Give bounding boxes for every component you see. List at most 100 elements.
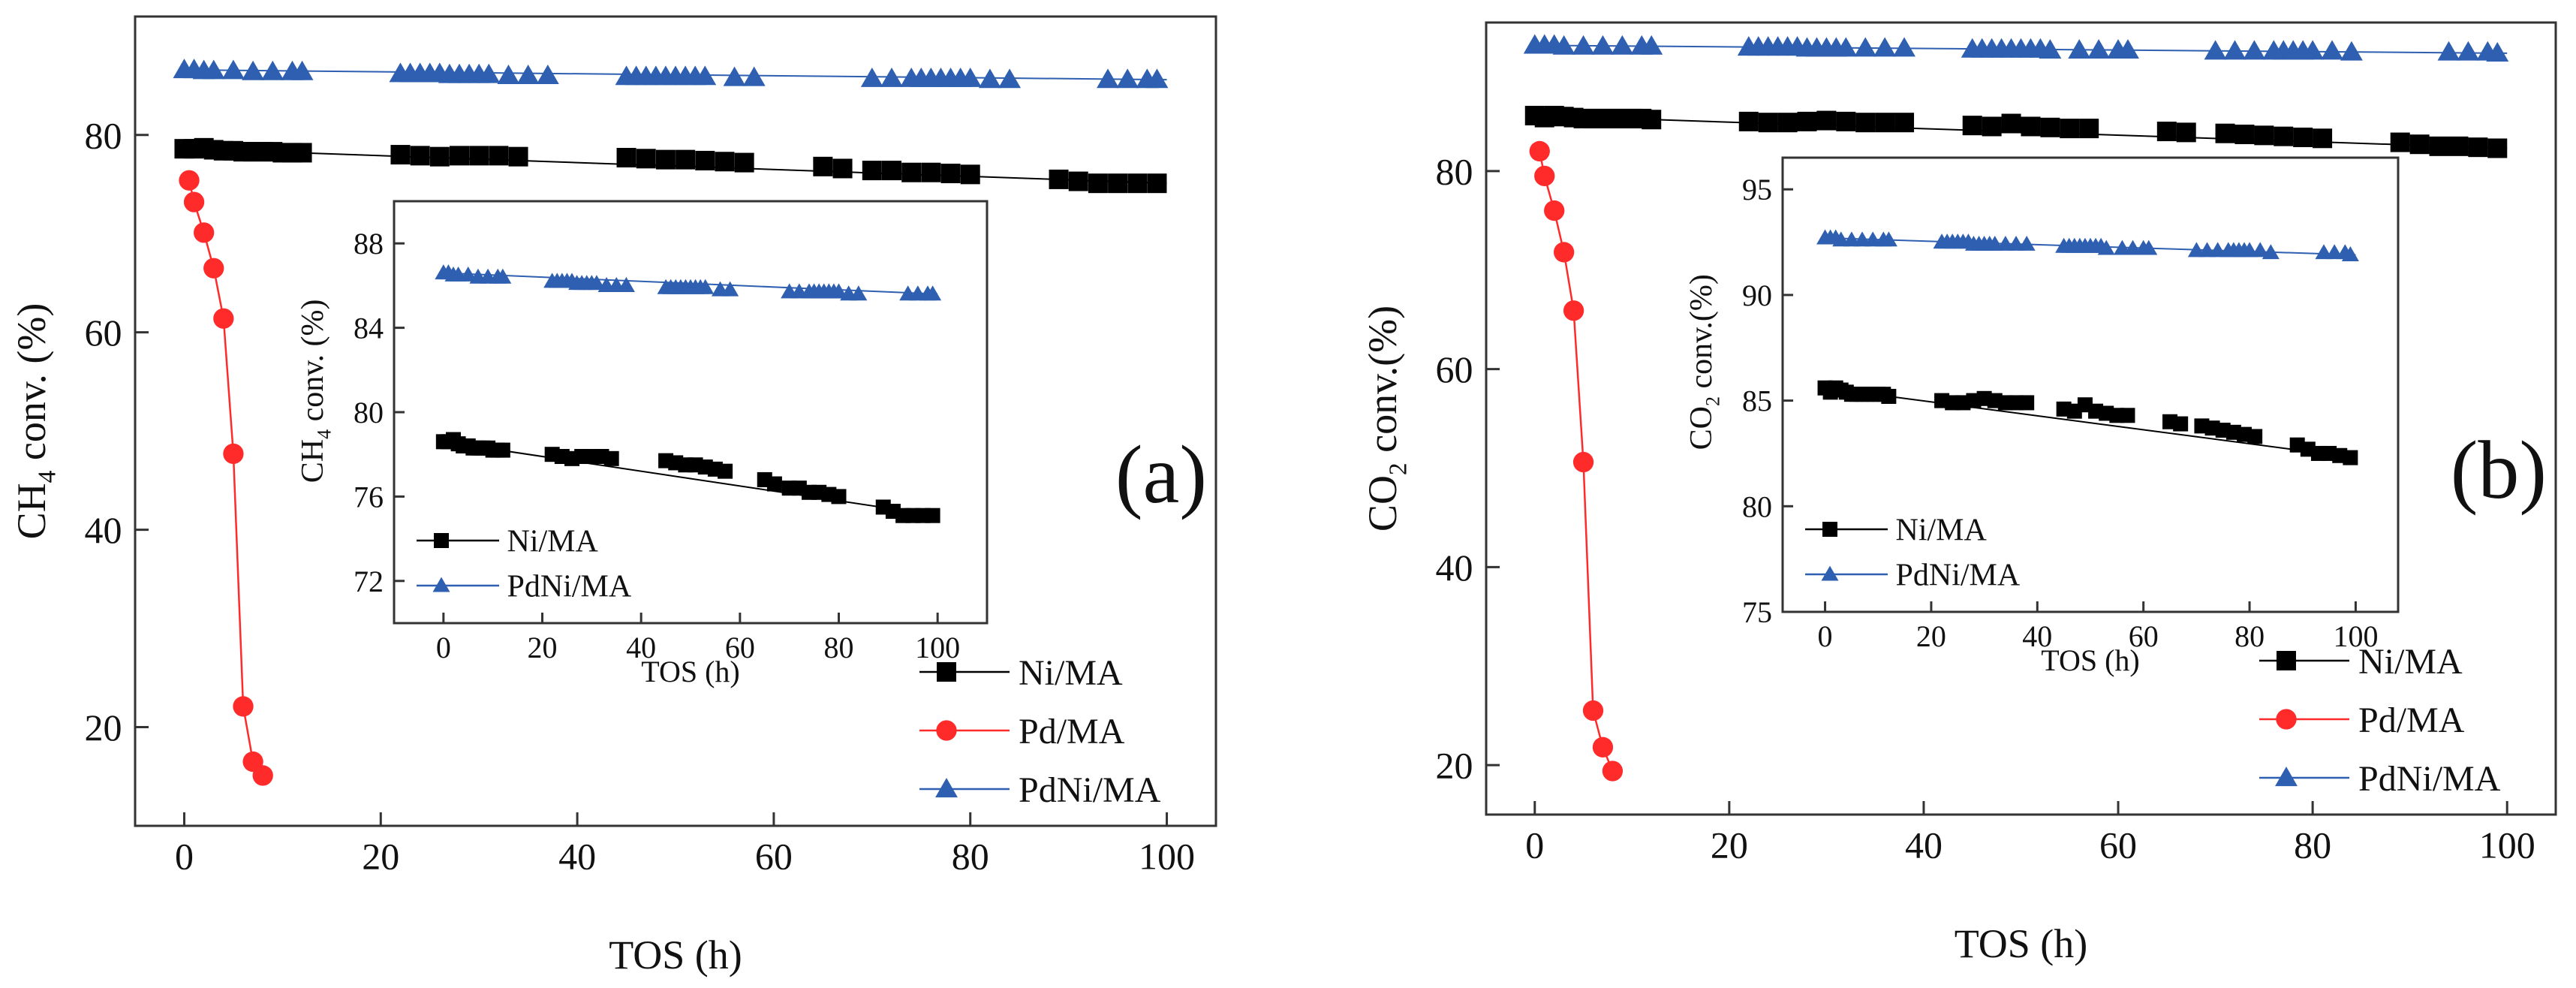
data-point-square (2487, 138, 2508, 158)
data-point-triangle (2223, 40, 2246, 60)
data-point-square (695, 150, 715, 170)
data-point-square (2293, 127, 2313, 147)
main-y-tick-label: 20 (85, 706, 122, 749)
data-point-triangle (2117, 39, 2139, 59)
data-point-triangle (242, 60, 265, 80)
data-point-triangle (221, 59, 245, 80)
data-point-circle (1544, 200, 1565, 221)
data-point-triangle (742, 66, 766, 86)
data-point-square (2001, 113, 2021, 134)
data-point-triangle (1591, 35, 1615, 55)
main-x-tick-label: 100 (2479, 824, 2535, 866)
inset-background (394, 201, 987, 623)
inset-x-axis-label: TOS (h) (2041, 643, 2139, 677)
data-point-square (832, 158, 853, 179)
data-point-square (495, 442, 510, 458)
data-point-square (676, 149, 696, 170)
inset-legend-label: Ni/MA (507, 525, 599, 559)
inset-y-tick-label: 72 (354, 565, 384, 598)
data-point-square (937, 662, 956, 682)
inset-legend-label: PdNi/MA (507, 570, 632, 604)
data-point-square (434, 533, 449, 548)
main-y-tick-label: 60 (1436, 348, 1473, 390)
inset-x-tick-label: 60 (725, 631, 755, 664)
data-point-circle (1572, 451, 1594, 473)
fit-line (443, 441, 938, 517)
data-point-triangle (978, 68, 1001, 89)
data-point-triangle (494, 268, 512, 284)
inset-x-tick-label: 40 (2022, 619, 2052, 653)
data-point-triangle (694, 65, 717, 86)
data-point-circle (179, 170, 200, 191)
data-point-square (1894, 113, 1915, 133)
data-point-triangle (850, 285, 868, 301)
inset-x-tick-label: 20 (1916, 619, 1946, 653)
data-point-triangle (958, 68, 982, 87)
inset-y-tick-label: 80 (354, 396, 384, 429)
main-y-tick-label: 80 (85, 114, 122, 156)
main-x-axis-label: TOS (h) (1955, 921, 2088, 966)
data-point-triangle (516, 65, 540, 84)
main-legend-label: Ni/MA (2358, 642, 2463, 682)
data-point-square (603, 450, 619, 466)
data-point-square (2247, 429, 2263, 444)
data-point-triangle (1572, 35, 1595, 55)
data-point-square (2277, 651, 2296, 670)
data-point-triangle (1821, 565, 1839, 581)
data-point-triangle (432, 577, 450, 592)
data-point-square (1855, 113, 1876, 133)
data-point-square (2390, 132, 2410, 152)
data-point-triangle (1552, 35, 1575, 55)
data-point-circle (1582, 700, 1604, 721)
data-point-square (1127, 173, 1148, 194)
main-plot-frame (1485, 21, 2557, 816)
data-point-square (2468, 137, 2488, 158)
main-y-tick-label: 20 (1436, 745, 1473, 787)
inset-background (1783, 158, 2398, 612)
data-point-square (718, 463, 733, 479)
inset-y-axis-label: CO2 conv.(%) (1684, 274, 1724, 450)
data-point-triangle (202, 59, 225, 80)
data-point-triangle (617, 277, 635, 292)
data-point-triangle (1145, 68, 1169, 89)
inset-series-ni-ma (435, 432, 940, 523)
data-point-square (1758, 113, 1778, 133)
inset-x-tick-label: 80 (824, 631, 854, 664)
data-point-triangle (2039, 39, 2062, 59)
data-point-triangle (261, 60, 284, 80)
data-point-square (508, 146, 528, 167)
inset-y-tick-label: 76 (354, 480, 384, 514)
inset-legend-label: Ni/MA (1896, 514, 1988, 548)
data-point-triangle (1893, 37, 1915, 57)
data-point-square (655, 149, 676, 170)
data-point-triangle (1854, 37, 1877, 57)
data-point-triangle (2251, 242, 2269, 258)
data-point-circle (233, 696, 254, 717)
inset-y-tick-label: 84 (354, 312, 384, 345)
main-legend-label: Pd/MA (2358, 700, 2465, 740)
data-point-triangle (1116, 68, 1139, 89)
main-x-tick-label: 0 (175, 836, 194, 878)
inset-x-tick-label: 40 (626, 631, 656, 664)
data-point-square (1088, 173, 1108, 194)
main-y-tick-label: 80 (1436, 150, 1473, 192)
main-x-tick-label: 80 (952, 836, 989, 878)
data-point-triangle (2341, 246, 2359, 261)
inset-x-tick-label: 100 (2333, 619, 2378, 653)
main-x-tick-label: 40 (558, 836, 596, 878)
main-y-tick-label: 40 (85, 509, 122, 551)
inset-chart: 0 20 40 60 80 100 75 80 85 90 95 TOS (h) CO2 conv.(%… (1684, 156, 2400, 677)
inset-y-axis-label: CH4 conv. (%) (296, 300, 336, 483)
series-line (188, 179, 264, 776)
inset-series-pdni-ma (435, 264, 942, 301)
inset-y-tick-label: 90 (1742, 279, 1772, 312)
data-point-square (2060, 119, 2080, 139)
data-point-circle (1592, 736, 1614, 758)
data-point-circle (1602, 761, 1624, 782)
chart-panel-b: 0 20 40 60 80 100 20 40 60 80 TOS (h) CO2 conv.(%) (… (1360, 21, 2557, 966)
data-point-circle (1529, 140, 1550, 162)
data-point-square (2313, 128, 2333, 149)
data-point-triangle (477, 63, 501, 83)
data-point-triangle (1879, 231, 1897, 247)
data-point-triangle (588, 275, 606, 291)
